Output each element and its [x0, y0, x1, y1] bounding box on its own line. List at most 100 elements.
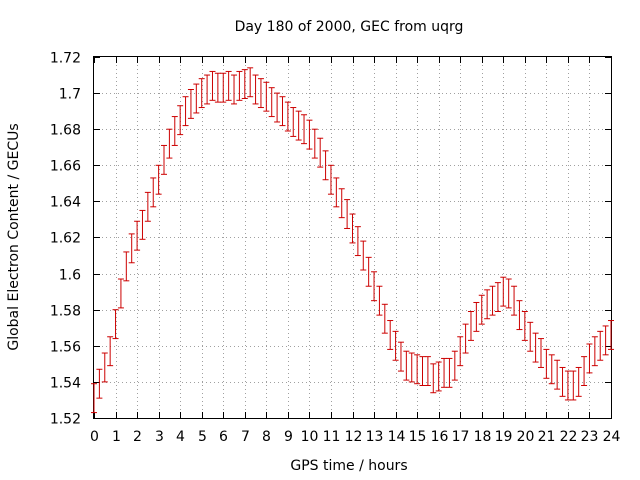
data-point-errorbar: [177, 105, 184, 136]
x-tick-label: 14: [388, 429, 406, 445]
data-point-errorbar: [91, 383, 97, 414]
data-point-errorbar: [306, 119, 313, 150]
data-point-errorbar: [96, 368, 103, 399]
data-point-errorbar: [467, 311, 474, 341]
data-point-errorbar: [311, 128, 318, 159]
x-tick-label: 2: [133, 429, 142, 445]
x-tick-label: 18: [474, 429, 492, 445]
y-tick-label: 1.52: [50, 412, 81, 428]
x-tick-label: 21: [538, 429, 556, 445]
x-tick-label: 4: [176, 429, 185, 445]
data-point-errorbar: [112, 309, 119, 340]
data-point-errorbar: [441, 357, 448, 388]
data-point-errorbar: [494, 282, 501, 313]
data-point-errorbar: [575, 366, 582, 397]
x-ticks: 0 1 2 3 4 5 6 7 8 9 10 11 12 13 14 15 16 17 18 19 20 21 22 23 24: [90, 57, 620, 445]
data-point-errorbar: [236, 70, 243, 101]
data-point-errorbar: [263, 81, 270, 112]
data-point-errorbar: [451, 350, 458, 381]
y-tick-label: 1.54: [50, 376, 81, 392]
data-point-errorbar: [354, 226, 361, 257]
data-point-errorbar: [521, 311, 528, 341]
data-point-errorbar: [301, 114, 308, 145]
data-point-errorbar: [171, 116, 178, 146]
data-point-errorbar: [408, 352, 415, 383]
data-point-errorbar: [166, 128, 173, 159]
data-point-errorbar: [602, 325, 609, 356]
data-point-errorbar: [543, 348, 550, 379]
data-point-errorbar: [462, 323, 469, 354]
data-point-errorbar: [392, 330, 399, 361]
y-axis-label: Global Electron Content / GECUs: [6, 123, 22, 350]
x-tick-label: 13: [366, 429, 384, 445]
data-point-errorbar: [268, 87, 275, 118]
data-point-errorbar: [473, 301, 480, 332]
series-gec: [91, 67, 614, 414]
y-tick-label: 1.64: [50, 195, 81, 211]
x-tick-label: 24: [603, 429, 621, 445]
data-point-errorbar: [591, 336, 598, 367]
data-point-errorbar: [182, 96, 189, 127]
data-point-errorbar: [198, 78, 205, 109]
data-point-errorbar: [376, 285, 383, 316]
y-tick-label: 1.6: [59, 268, 81, 284]
data-point-errorbar: [548, 354, 555, 385]
data-point-errorbar: [435, 361, 442, 392]
data-point-errorbar: [290, 107, 297, 137]
x-tick-label: 8: [262, 429, 271, 445]
data-point-errorbar: [117, 278, 124, 309]
x-tick-label: 0: [90, 429, 99, 445]
y-tick-label: 1.7: [59, 87, 81, 103]
data-point-errorbar: [430, 363, 437, 394]
y-tick-label: 1.72: [50, 51, 81, 67]
data-point-errorbar: [107, 336, 114, 367]
data-point-errorbar: [144, 191, 151, 222]
plot-frame: [93, 56, 612, 419]
y-tick-label: 1.68: [50, 123, 81, 139]
y-tick-label: 1.66: [50, 159, 81, 175]
data-point-errorbar: [446, 357, 453, 388]
data-point-errorbar: [511, 285, 518, 316]
data-point-errorbar: [241, 69, 248, 100]
x-tick-label: 10: [301, 429, 319, 445]
x-tick-label: 20: [517, 429, 535, 445]
data-point-errorbar: [209, 70, 216, 101]
data-point-errorbar: [274, 92, 281, 123]
data-point-errorbar: [220, 72, 227, 103]
data-point-errorbar: [608, 320, 614, 350]
data-point-errorbar: [257, 78, 264, 109]
data-point-errorbar: [527, 321, 534, 352]
data-point-errorbar: [424, 356, 431, 387]
data-point-errorbar: [484, 289, 491, 320]
data-point-errorbar: [279, 96, 286, 127]
x-axis-label: GPS time / hours: [290, 458, 407, 474]
data-point-errorbar: [231, 74, 238, 105]
data-point-errorbar: [360, 240, 367, 271]
data-point-errorbar: [349, 213, 356, 244]
x-tick-label: 9: [284, 429, 293, 445]
data-point-errorbar: [317, 137, 324, 168]
data-point-errorbar: [327, 164, 334, 195]
x-tick-label: 22: [560, 429, 578, 445]
y-tick-label: 1.56: [50, 340, 81, 356]
data-point-errorbar: [403, 350, 410, 381]
x-tick-label: 23: [581, 429, 599, 445]
data-point-errorbar: [586, 343, 593, 374]
x-tick-label: 1: [112, 429, 121, 445]
data-point-errorbar: [365, 256, 372, 287]
data-point-errorbar: [478, 294, 485, 325]
data-point-errorbar: [489, 285, 496, 316]
data-point-errorbar: [559, 366, 566, 397]
data-point-errorbar: [193, 83, 200, 114]
data-point-errorbar: [414, 354, 421, 385]
data-point-errorbar: [187, 88, 194, 119]
data-point-errorbar: [537, 338, 544, 368]
data-point-errorbar: [457, 336, 464, 367]
data-point-errorbar: [139, 209, 146, 240]
data-point-errorbar: [597, 330, 604, 361]
data-point-errorbar: [123, 251, 130, 282]
data-point-errorbar: [516, 300, 523, 331]
data-point-errorbar: [387, 320, 394, 350]
x-tick-label: 6: [219, 429, 228, 445]
